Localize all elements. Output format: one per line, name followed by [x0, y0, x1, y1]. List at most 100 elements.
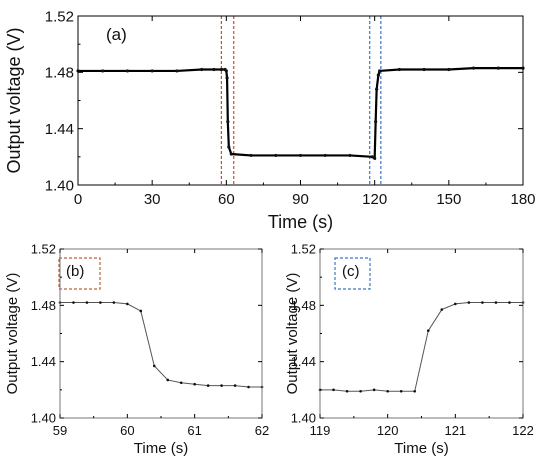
panel-b: 59 60 61 62 1.40 1.44 1.48 1.52 Time (s) Output v… — [4, 242, 269, 457]
data-point — [323, 153, 327, 158]
data-point — [447, 67, 451, 72]
panel-label-box — [334, 257, 371, 290]
data-point — [206, 384, 210, 387]
y-tick-label: 1.48 — [45, 65, 74, 82]
data-point — [386, 389, 389, 393]
x-axis-label: Time (s) — [268, 212, 333, 232]
y-tick-label: 1.40 — [291, 411, 316, 426]
y-tick-label: 1.44 — [31, 354, 56, 369]
data-point — [454, 302, 457, 306]
series-line — [78, 67, 523, 161]
data-point — [298, 153, 303, 158]
data-point — [126, 302, 129, 306]
data-point — [175, 69, 179, 73]
data-point — [397, 67, 401, 72]
data-point — [220, 384, 223, 387]
x-tick-label: 120 — [362, 191, 387, 208]
panel-label: (b) — [66, 263, 84, 280]
y-axis-label: Output voltage (V) — [4, 273, 21, 395]
data-point — [373, 156, 377, 160]
data-point — [166, 378, 170, 382]
x-tick-label: 180 — [510, 191, 535, 208]
x-axis-label: Time (s) — [134, 440, 188, 457]
data-point — [374, 120, 378, 124]
data-point — [229, 152, 233, 156]
data-point — [494, 301, 498, 304]
data-point — [471, 66, 476, 70]
x-tick-label: 90 — [292, 191, 309, 208]
data-point — [481, 301, 484, 304]
data-point — [227, 145, 231, 149]
y-tick-label: 1.48 — [291, 298, 316, 313]
panel-label: (a) — [106, 25, 127, 44]
data-point — [200, 67, 204, 72]
data-point — [152, 364, 156, 368]
x-tick-label: 121 — [444, 423, 466, 438]
data-point — [370, 155, 374, 159]
panel-c: 119 120 121 122 1.40 1.44 1.48 1.52 Time (s) Outp… — [284, 242, 534, 457]
data-point — [150, 69, 154, 73]
data-point — [332, 388, 335, 392]
data-point — [440, 308, 444, 311]
data-point — [376, 73, 380, 77]
data-point — [508, 301, 511, 304]
plot-frame — [59, 248, 263, 419]
panel-a: 0 30 60 90 120 150 180 1.40 1.44 1.48 1.52 Time (s)… — [4, 8, 536, 232]
data-point — [378, 69, 382, 73]
data-point — [274, 153, 278, 158]
data-point — [496, 66, 500, 70]
x-axis-label: Time (s) — [394, 440, 448, 457]
y-tick-label: 1.52 — [45, 8, 74, 25]
x-tick-label: 122 — [512, 423, 534, 438]
data-point — [375, 87, 379, 91]
data-point — [72, 301, 75, 304]
data-point — [345, 389, 349, 393]
x-tick-label: 150 — [436, 191, 461, 208]
data-point — [399, 389, 403, 393]
x-tick-label: 60 — [218, 191, 235, 208]
panel-label: (c) — [342, 263, 360, 280]
data-point — [247, 385, 250, 389]
data-point — [99, 301, 102, 304]
y-tick-label: 1.52 — [291, 242, 316, 257]
data-point — [249, 153, 253, 158]
data-point — [426, 329, 430, 332]
panel-label-box — [58, 257, 101, 290]
data-point — [413, 389, 417, 393]
data-point — [179, 381, 183, 385]
plot-frame — [77, 15, 524, 186]
data-point — [348, 153, 352, 158]
y-axis-label: Output voltage (V) — [4, 27, 24, 173]
data-point — [212, 67, 216, 72]
y-axis-label: Output voltage (V) — [284, 273, 301, 395]
y-tick-label: 1.48 — [31, 298, 56, 313]
series-line — [60, 302, 262, 388]
data-point — [219, 67, 223, 72]
data-point — [422, 67, 426, 72]
y-tick-label: 1.52 — [31, 242, 56, 257]
y-tick-label: 1.40 — [31, 411, 56, 426]
data-point — [224, 69, 228, 73]
x-tick-label: 60 — [120, 423, 134, 438]
x-tick-label: 119 — [310, 423, 331, 438]
data-point — [359, 389, 362, 393]
data-point — [225, 76, 229, 80]
data-point — [85, 301, 89, 304]
data-point — [233, 384, 237, 387]
data-point — [226, 120, 230, 124]
y-tick-label: 1.44 — [45, 121, 74, 138]
x-tick-label: 62 — [255, 423, 269, 438]
y-tick-label: 1.40 — [45, 177, 74, 194]
data-point — [125, 69, 130, 73]
data-point — [193, 382, 196, 386]
x-tick-label: 0 — [74, 191, 82, 208]
data-point — [372, 388, 376, 392]
data-point — [467, 301, 471, 304]
x-tick-label: 30 — [144, 191, 161, 208]
x-tick-label: 61 — [187, 423, 201, 438]
data-point — [101, 69, 105, 73]
x-tick-label: 59 — [53, 423, 67, 438]
data-point — [139, 309, 143, 313]
y-tick-label: 1.44 — [291, 354, 316, 369]
